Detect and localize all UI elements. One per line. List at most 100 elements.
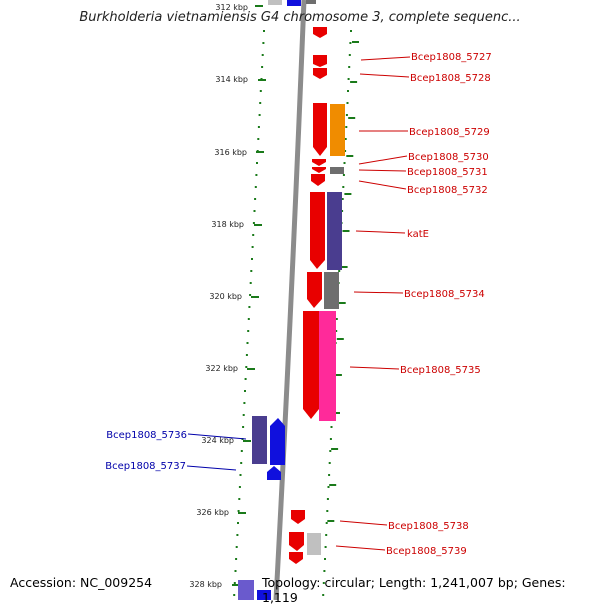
gene-label-bcep1808-5739[interactable]: Bcep1808_5739 <box>386 546 467 557</box>
guide-dot <box>243 402 246 404</box>
gene-arrow-red <box>289 532 304 551</box>
guide-dot <box>347 78 350 80</box>
guide-dot <box>325 522 328 524</box>
gene-block-pink <box>319 311 336 421</box>
tick-label-318: 318 kbp <box>211 220 244 229</box>
gene-arrow-red <box>313 103 327 156</box>
guide-dot <box>237 510 240 512</box>
scale-tick-mark <box>255 5 263 7</box>
gene-label-bcep1808-5735[interactable]: Bcep1808_5735 <box>400 365 481 376</box>
guide-dot <box>245 354 248 356</box>
gene-label-bcep1808-5730[interactable]: Bcep1808_5730 <box>408 152 489 163</box>
gene-label-kate[interactable]: katE <box>407 229 429 240</box>
guide-dot <box>341 198 344 200</box>
scale-tick-mark <box>256 151 264 153</box>
gene-arrow-blue <box>270 418 285 465</box>
gene-block-light-gray <box>268 0 282 5</box>
guide-dot <box>345 114 348 116</box>
guide-dot <box>237 522 239 524</box>
gene-label-bcep1808-5732[interactable]: Bcep1808_5732 <box>407 185 488 196</box>
topology-summary: Topology: circular; Length: 1,241,007 bp… <box>262 575 566 605</box>
tick-label-324: 324 kbp <box>201 436 234 445</box>
gene-block-gray <box>306 0 316 4</box>
scale-tick-mark <box>334 374 342 376</box>
scale-tick-mark <box>338 302 346 304</box>
guide-dot <box>236 534 239 536</box>
guide-dot <box>261 66 264 68</box>
gene-block-gray <box>330 167 344 174</box>
scale-tick-mark <box>254 224 262 226</box>
gene-block-purple <box>327 192 342 270</box>
tick-label-322: 322 kbp <box>205 364 238 373</box>
guide-dot <box>324 546 327 548</box>
accession-text: Accession: NC_009254 <box>10 575 153 590</box>
gene-block-light-gray <box>307 533 321 555</box>
guide-dot <box>242 426 245 428</box>
tick-label-314: 314 kbp <box>215 75 248 84</box>
gene-arrow-red <box>289 552 303 564</box>
guide-dot <box>322 582 325 584</box>
guide-dot <box>328 462 331 464</box>
guide-dot <box>233 594 236 596</box>
guide-dot <box>240 462 243 464</box>
guide-dot <box>255 174 258 176</box>
gene-label-bcep1808-5731[interactable]: Bcep1808_5731 <box>407 167 488 178</box>
gene-block-blue <box>287 0 301 6</box>
guide-dot <box>257 126 260 128</box>
guide-dot <box>253 210 256 212</box>
tick-label-316: 316 kbp <box>214 148 247 157</box>
guide-dot <box>262 42 265 44</box>
guide-dot <box>251 258 253 260</box>
guide-dot <box>346 102 349 104</box>
gene-label-bcep1808-5734[interactable]: Bcep1808_5734 <box>404 289 485 300</box>
guide-dot <box>326 510 329 512</box>
guide-dot <box>348 54 351 56</box>
scale-tick-mark <box>336 338 344 340</box>
tick-label-328: 328 kbp <box>189 580 222 589</box>
guide-dot <box>329 438 332 440</box>
guide-dot <box>252 234 255 236</box>
guide-dot <box>238 486 241 488</box>
guide-dot <box>249 282 252 284</box>
gene-block-blue <box>257 590 271 600</box>
scale-tick-mark <box>350 81 358 83</box>
guide-dot <box>246 342 249 344</box>
guide-dot <box>244 378 247 380</box>
scale-tick-mark <box>352 41 359 43</box>
guide-dot <box>258 114 261 116</box>
guide-dot <box>248 306 251 308</box>
scale-tick-mark <box>251 296 259 298</box>
gene-label-bcep1808-5737[interactable]: Bcep1808_5737 <box>105 461 186 472</box>
gene-label-bcep1808-5736[interactable]: Bcep1808_5736 <box>106 430 187 441</box>
guide-dot <box>247 330 250 332</box>
gene-label-bcep1808-5729[interactable]: Bcep1808_5729 <box>409 127 490 138</box>
guide-dot <box>323 570 326 572</box>
gene-arrow-blue <box>267 466 281 480</box>
guide-dot <box>244 390 246 392</box>
guide-dot <box>259 102 262 104</box>
tick-label-320: 320 kbp <box>209 292 242 301</box>
gene-arrow-red <box>312 159 326 166</box>
gene-block-orange <box>330 104 345 156</box>
gene-label-bcep1808-5727[interactable]: Bcep1808_5727 <box>411 52 492 63</box>
guide-dot <box>347 90 349 92</box>
gene-block-gray <box>324 272 339 309</box>
gene-arrow-red <box>310 192 325 269</box>
guide-dot <box>251 246 254 248</box>
tick-label-312: 312 kbp <box>215 3 248 12</box>
guide-dot <box>344 138 347 140</box>
guide-dot <box>257 138 260 140</box>
dotted-guide-lines <box>233 30 352 596</box>
scale-tick-mark <box>327 520 335 522</box>
guide-dot <box>341 210 344 212</box>
guide-dot <box>259 90 262 92</box>
gene-label-bcep1808-5738[interactable]: Bcep1808_5738 <box>388 521 469 532</box>
guide-dot <box>344 150 347 152</box>
map-title: Burkholderia vietnamiensis G4 chromosome… <box>79 10 521 25</box>
guide-dot <box>256 162 258 164</box>
scale-tick-mark <box>333 412 340 414</box>
guide-dot <box>349 42 352 44</box>
guide-dot <box>329 450 332 452</box>
gene-label-bcep1808-5728[interactable]: Bcep1808_5728 <box>410 73 491 84</box>
